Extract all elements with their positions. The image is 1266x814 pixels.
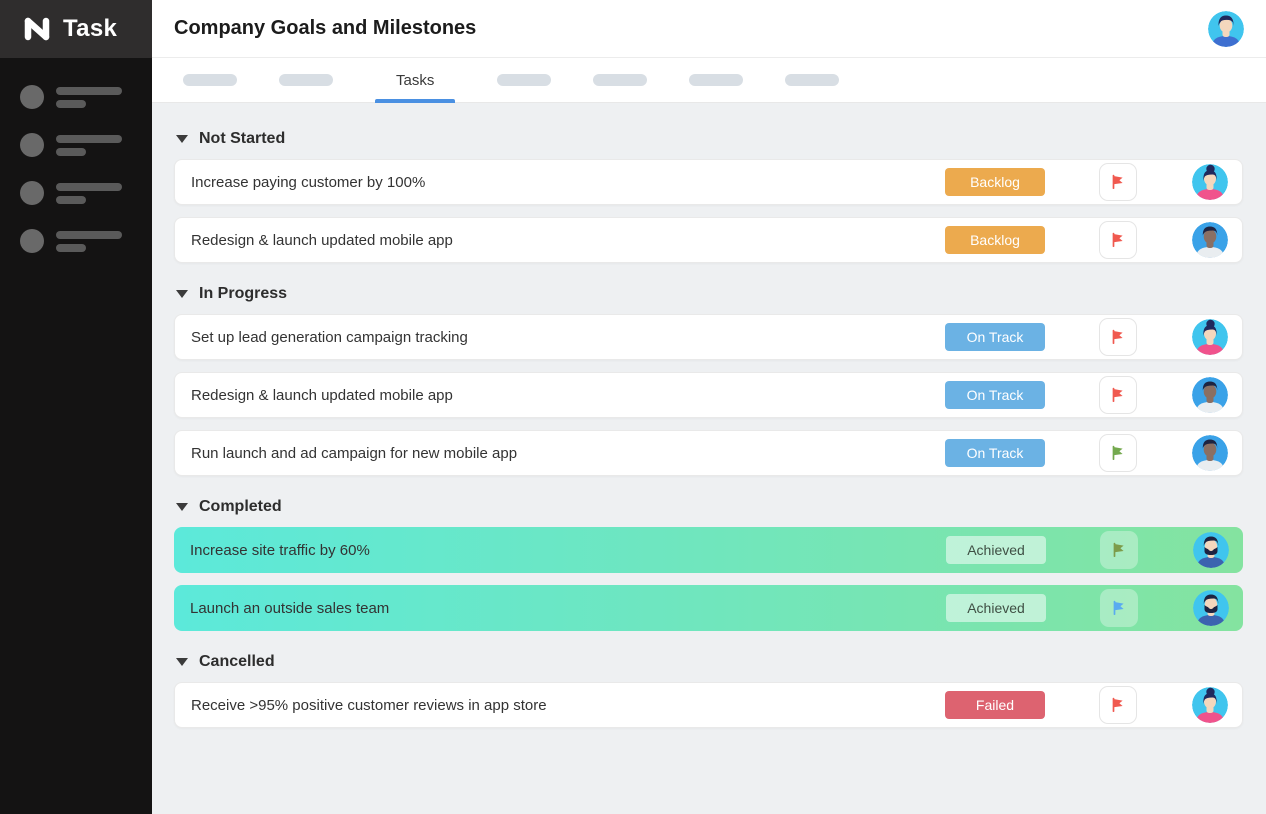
- tab-placeholder[interactable]: [183, 74, 237, 86]
- section-header[interactable]: In Progress: [176, 285, 1243, 303]
- flag-icon: [1112, 232, 1124, 248]
- flag-icon: [1112, 174, 1124, 190]
- sidebar-item-placeholder[interactable]: [20, 85, 152, 109]
- assignee-avatar[interactable]: [1193, 590, 1229, 626]
- status-badge[interactable]: Achieved: [946, 536, 1046, 564]
- assignee-avatar[interactable]: [1192, 435, 1228, 471]
- flag-button[interactable]: [1099, 318, 1137, 356]
- task-title: Increase site traffic by 60%: [190, 541, 370, 559]
- ntask-logo-icon: [24, 17, 50, 41]
- logo-text: Task: [63, 15, 118, 42]
- assignee-avatar[interactable]: [1192, 687, 1228, 723]
- active-tab-underline: [375, 98, 456, 103]
- caret-down-icon[interactable]: [176, 135, 188, 143]
- task-row[interactable]: Launch an outside sales team Achieved: [174, 585, 1243, 631]
- page-title: Company Goals and Milestones: [174, 17, 477, 39]
- assignee-avatar[interactable]: [1192, 164, 1228, 200]
- status-badge[interactable]: On Track: [945, 439, 1045, 467]
- flag-icon: [1113, 600, 1125, 616]
- tab-tasks-label: Tasks: [396, 71, 435, 89]
- flag-button[interactable]: [1099, 163, 1137, 201]
- tab-placeholder[interactable]: [593, 74, 648, 86]
- task-list: Not Started Increase paying customer by …: [152, 103, 1266, 750]
- section-in-progress: In Progress Set up lead generation campa…: [174, 285, 1243, 476]
- status-badge[interactable]: Failed: [945, 691, 1045, 719]
- tab-placeholder[interactable]: [689, 74, 744, 86]
- status-badge[interactable]: On Track: [945, 323, 1045, 351]
- task-title: Redesign & launch updated mobile app: [191, 231, 453, 249]
- section-completed: Completed Increase site traffic by 60% A…: [174, 498, 1243, 631]
- flag-button[interactable]: [1100, 531, 1138, 569]
- flag-button[interactable]: [1099, 221, 1137, 259]
- status-badge[interactable]: Backlog: [945, 168, 1045, 196]
- status-badge[interactable]: Achieved: [946, 594, 1046, 622]
- task-title: Increase paying customer by 100%: [191, 173, 426, 191]
- flag-icon: [1112, 445, 1124, 461]
- top-bar: Company Goals and Milestones: [152, 0, 1266, 58]
- section-cancelled: Cancelled Receive >95% positive customer…: [174, 653, 1243, 728]
- status-badge[interactable]: Backlog: [945, 226, 1045, 254]
- task-row[interactable]: Receive >95% positive customer reviews i…: [174, 682, 1243, 728]
- task-row[interactable]: Redesign & launch updated mobile app Bac…: [174, 217, 1243, 263]
- sidebar-nav: [0, 58, 152, 277]
- task-title: Set up lead generation campaign tracking: [191, 328, 468, 346]
- assignee-avatar[interactable]: [1192, 319, 1228, 355]
- task-row[interactable]: Increase paying customer by 100% Backlog: [174, 159, 1243, 205]
- user-avatar[interactable]: [1208, 10, 1244, 47]
- tab-tasks[interactable]: Tasks: [375, 58, 456, 103]
- section-title: In Progress: [199, 285, 288, 302]
- caret-down-icon[interactable]: [176, 290, 188, 298]
- section-header[interactable]: Not Started: [176, 130, 1243, 148]
- assignee-avatar[interactable]: [1193, 532, 1229, 568]
- main-area: Company Goals and Milestones Tasks: [152, 0, 1266, 814]
- section-header[interactable]: Completed: [176, 498, 1243, 516]
- section-not-started: Not Started Increase paying customer by …: [174, 130, 1243, 263]
- task-row[interactable]: Run launch and ad campaign for new mobil…: [174, 430, 1243, 476]
- flag-icon: [1113, 542, 1125, 558]
- flag-button[interactable]: [1099, 376, 1137, 414]
- sidebar-item-placeholder[interactable]: [20, 229, 152, 253]
- sidebar-item-placeholder[interactable]: [20, 133, 152, 157]
- sidebar: Task: [0, 0, 152, 814]
- caret-down-icon[interactable]: [176, 503, 188, 511]
- tab-placeholder[interactable]: [497, 74, 552, 86]
- flag-icon: [1112, 697, 1124, 713]
- task-title: Receive >95% positive customer reviews i…: [191, 696, 547, 714]
- task-title: Redesign & launch updated mobile app: [191, 386, 453, 404]
- task-row[interactable]: Increase site traffic by 60% Achieved: [174, 527, 1243, 573]
- placeholder-circle-icon: [20, 229, 44, 253]
- tab-placeholder[interactable]: [279, 74, 333, 86]
- status-badge[interactable]: On Track: [945, 381, 1045, 409]
- assignee-avatar[interactable]: [1192, 222, 1228, 258]
- sidebar-item-placeholder[interactable]: [20, 181, 152, 205]
- flag-button[interactable]: [1099, 686, 1137, 724]
- tab-placeholder[interactable]: [785, 74, 840, 86]
- assignee-avatar[interactable]: [1192, 377, 1228, 413]
- tab-bar: Tasks: [152, 58, 1266, 103]
- section-title: Not Started: [199, 130, 286, 147]
- placeholder-circle-icon: [20, 181, 44, 205]
- caret-down-icon[interactable]: [176, 658, 188, 666]
- section-title: Cancelled: [199, 653, 275, 670]
- section-title: Completed: [199, 498, 282, 515]
- task-title: Run launch and ad campaign for new mobil…: [191, 444, 518, 462]
- flag-icon: [1112, 329, 1124, 345]
- task-title: Launch an outside sales team: [190, 599, 390, 617]
- flag-button[interactable]: [1100, 589, 1138, 627]
- task-row[interactable]: Redesign & launch updated mobile app On …: [174, 372, 1243, 418]
- sidebar-logo[interactable]: Task: [0, 0, 152, 58]
- task-row[interactable]: Set up lead generation campaign tracking…: [174, 314, 1243, 360]
- placeholder-circle-icon: [20, 133, 44, 157]
- section-header[interactable]: Cancelled: [176, 653, 1243, 671]
- placeholder-circle-icon: [20, 85, 44, 109]
- flag-button[interactable]: [1099, 434, 1137, 472]
- flag-icon: [1112, 387, 1124, 403]
